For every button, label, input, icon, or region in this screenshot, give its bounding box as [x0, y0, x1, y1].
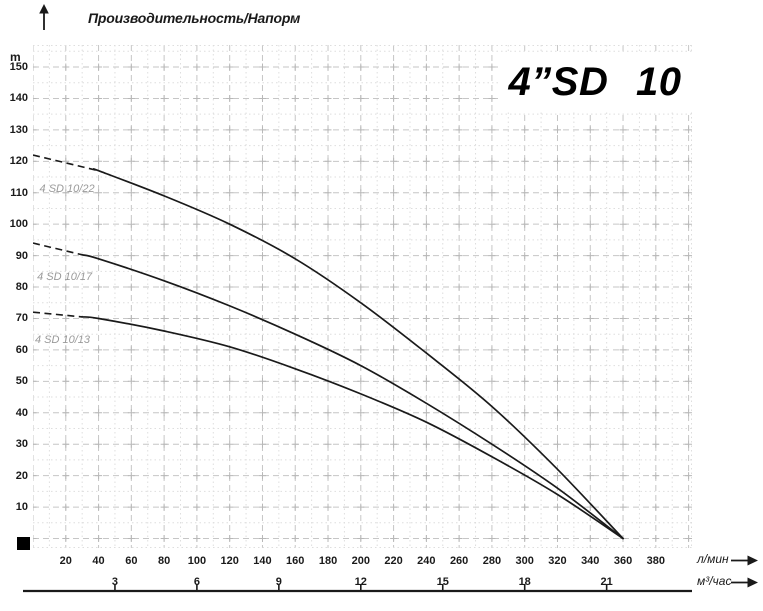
x-tick-label-m3h: 15: [436, 576, 449, 588]
right-arrow-icon: [731, 555, 758, 566]
y-axis-unit: m: [10, 50, 21, 64]
y-tick-label: 140: [9, 92, 28, 105]
y-tick-label: 20: [15, 469, 28, 482]
y-tick-label: 10: [15, 501, 28, 514]
right-arrow-icon: [731, 577, 758, 588]
x-tick-label-lmin: 40: [92, 555, 105, 567]
y-tick-label: 40: [15, 406, 28, 419]
y-tick-label: 70: [15, 312, 28, 325]
x-tick-label-lmin: 100: [187, 555, 207, 567]
x-tick-label-lmin: 60: [125, 555, 138, 567]
y-tick-label: 50: [15, 375, 28, 388]
x-tick-label-m3h: 3: [111, 576, 118, 588]
x-tick-label-lmin: 340: [581, 555, 600, 567]
x-tick-label-lmin: 180: [318, 555, 338, 567]
y-tick-label: 30: [15, 438, 28, 451]
y-tick-label: 60: [15, 343, 28, 356]
x-tick-label-m3h: 21: [600, 576, 613, 588]
origin-marker: [17, 537, 30, 550]
unit-label-m3h: м³/час: [697, 574, 732, 588]
pump-curve-dashed: [32, 311, 83, 318]
x-tick-label-lmin: 200: [351, 555, 370, 567]
x-tick-label-m3h: 12: [354, 576, 367, 588]
x-tick-label-lmin: 80: [157, 555, 171, 567]
x-tick-label-lmin: 320: [548, 555, 567, 567]
x-tick-label-lmin: 220: [384, 555, 403, 567]
chart-title: 4”SD 10: [508, 59, 682, 104]
up-arrow-icon: [39, 4, 49, 30]
x-tick-label-lmin: 360: [613, 555, 633, 567]
x-tick-label-lmin: 120: [220, 555, 239, 567]
y-tick-label: 100: [9, 218, 28, 231]
y-tick-label: 110: [10, 186, 28, 199]
y-tick-label: 90: [15, 249, 28, 262]
pump-curve-3: [81, 316, 624, 540]
y-tick-label: 120: [9, 155, 28, 168]
x-tick-label-m3h: 9: [275, 576, 282, 588]
curve-label: 4 SD 10/13: [34, 334, 90, 347]
x-tick-label-lmin: 20: [59, 555, 72, 567]
curves-layer: [32, 154, 624, 540]
x-tick-label-m3h: 6: [193, 576, 200, 588]
curve-label: 4 SD 10/17: [37, 271, 93, 284]
curve-label: 4 SD 10/22: [39, 183, 95, 196]
x-tick-label-lmin: 160: [286, 555, 305, 567]
x-tick-label-lmin: 300: [515, 555, 534, 567]
pump-curve-1: [92, 168, 624, 540]
y-tick-label: 130: [9, 123, 28, 136]
pump-curve-2: [81, 253, 624, 540]
x-tick-label-lmin: 280: [482, 555, 502, 567]
x-tick-label-m3h: 18: [518, 576, 531, 588]
x-tick-label-lmin: 260: [449, 555, 469, 567]
x-tick-label-lmin: 140: [253, 555, 272, 567]
plot-area: 4 SD 10/22 4 SD 10/17 4 SD 10/13: [29, 45, 693, 548]
y-tick-label: 150: [9, 61, 28, 74]
axis-title: Производительность/Напорм: [88, 10, 301, 26]
chart-canvas: [29, 45, 693, 548]
y-tick-label: 80: [15, 281, 28, 294]
x-tick-label-lmin: 240: [417, 555, 436, 567]
unit-label-lmin: л/мин: [697, 552, 729, 566]
pump-curve-dashed: [32, 242, 83, 256]
x-tick-label-lmin: 380: [646, 555, 665, 567]
grid-layer: [29, 45, 693, 548]
chart-title-box: 4”SD 10: [498, 52, 692, 112]
